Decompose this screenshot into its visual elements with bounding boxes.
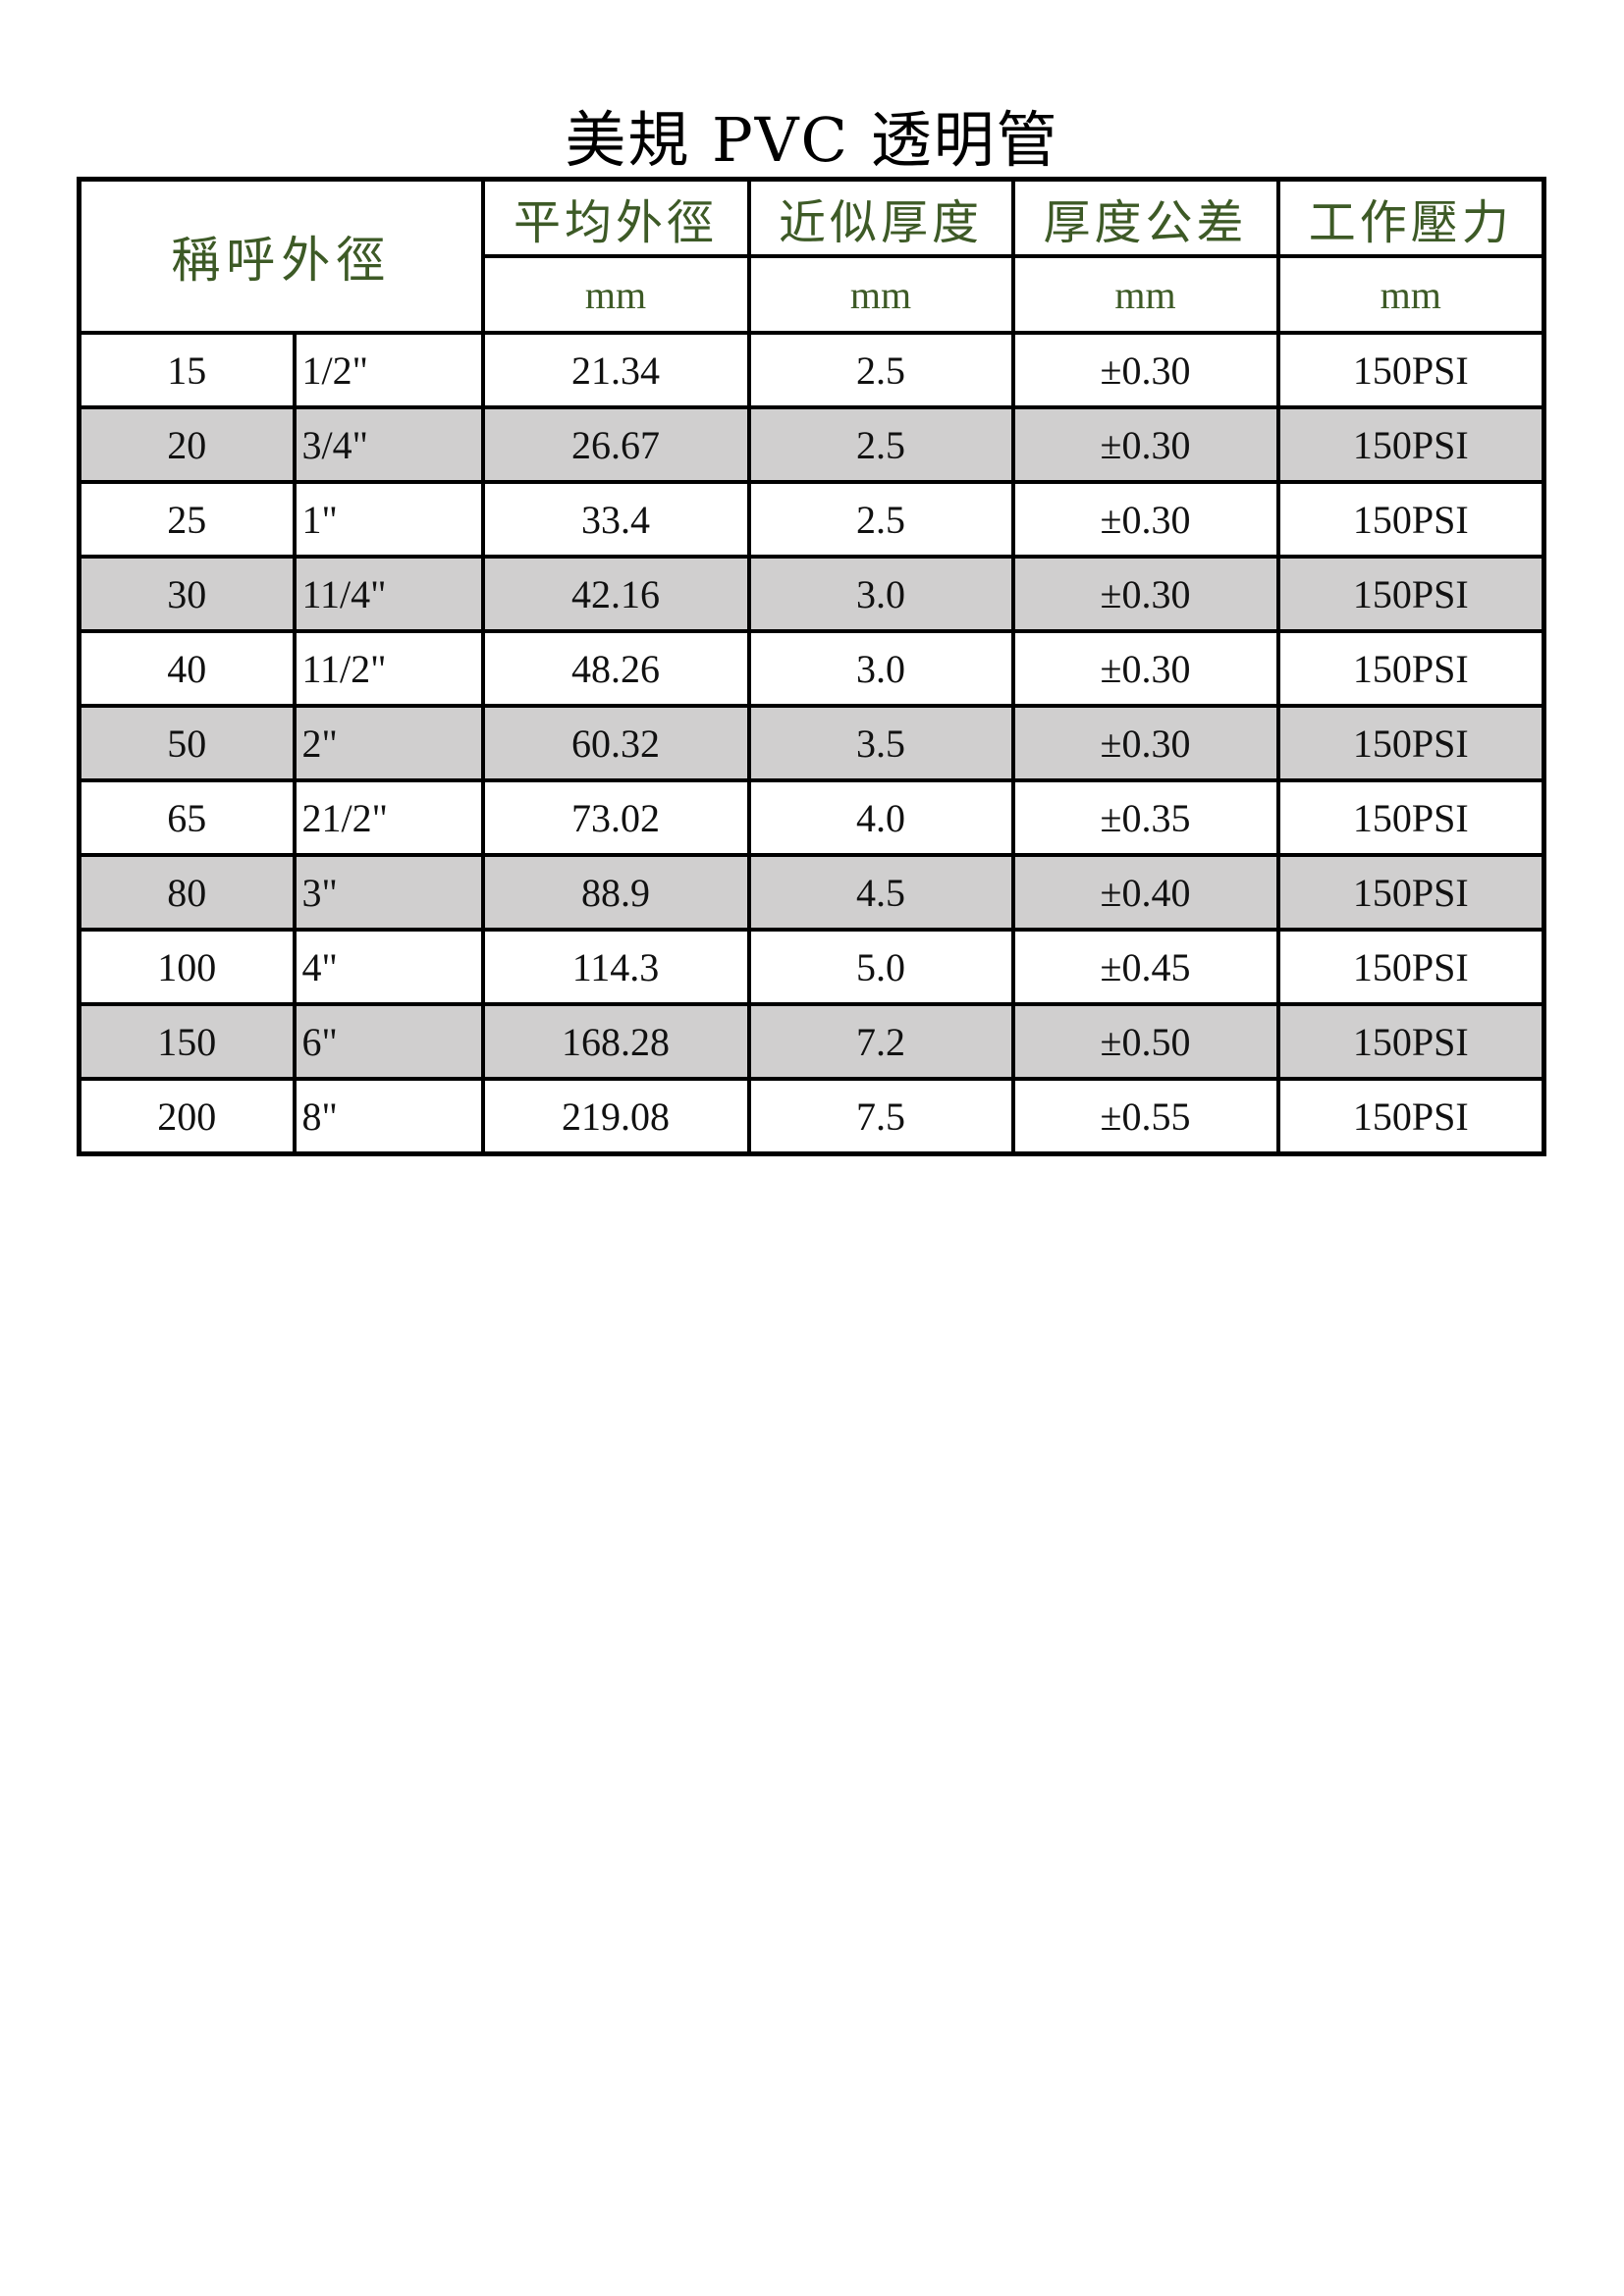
cell-nominal-inch: 21/2" xyxy=(292,778,485,857)
cell-pressure: 150PSI xyxy=(1275,778,1546,857)
cell-thickness: 3.0 xyxy=(746,629,1015,708)
table-row: 80 3" 88.9 4.5 ±0.40 150PSI xyxy=(77,853,1546,932)
cell-nominal-inch: 3/4" xyxy=(292,405,485,484)
cell-tolerance: ±0.30 xyxy=(1010,331,1280,409)
cell-nominal-inch: 1/2" xyxy=(292,331,485,409)
unit-cell: mm xyxy=(746,254,1015,335)
cell-nominal-inch: 3" xyxy=(292,853,485,932)
cell-nominal-mm: 100 xyxy=(77,928,297,1006)
cell-avg-od: 60.32 xyxy=(480,704,751,782)
cell-thickness: 7.2 xyxy=(746,1002,1015,1081)
cell-tolerance: ±0.30 xyxy=(1010,405,1280,484)
cell-avg-od: 73.02 xyxy=(480,778,751,857)
unit-cell: mm xyxy=(1275,254,1546,335)
cell-pressure: 150PSI xyxy=(1275,629,1546,708)
cell-tolerance: ±0.30 xyxy=(1010,480,1280,559)
table-row: 200 8" 219.08 7.5 ±0.55 150PSI xyxy=(77,1077,1546,1156)
cell-avg-od: 42.16 xyxy=(480,555,751,633)
table-row: 30 11/4" 42.16 3.0 ±0.30 150PSI xyxy=(77,555,1546,633)
cell-nominal-mm: 15 xyxy=(77,331,297,409)
table-row: 150 6" 168.28 7.2 ±0.50 150PSI xyxy=(77,1002,1546,1081)
header-row: 稱呼外徑 平均外徑 近似厚度 厚度公差 工作壓力 xyxy=(77,177,1546,335)
cell-nominal-inch: 11/2" xyxy=(292,629,485,708)
cell-pressure: 150PSI xyxy=(1275,928,1546,1006)
cell-nominal-inch: 2" xyxy=(292,704,485,782)
cell-tolerance: ±0.30 xyxy=(1010,704,1280,782)
cell-nominal-mm: 200 xyxy=(77,1077,297,1156)
cell-avg-od: 168.28 xyxy=(480,1002,751,1081)
table-row: 15 1/2" 21.34 2.5 ±0.30 150PSI xyxy=(77,331,1546,409)
cell-thickness: 7.5 xyxy=(746,1077,1015,1156)
cell-tolerance: ±0.35 xyxy=(1010,778,1280,857)
cell-thickness: 4.0 xyxy=(746,778,1015,857)
header-nominal: 稱呼外徑 xyxy=(77,177,485,335)
cell-thickness: 4.5 xyxy=(746,853,1015,932)
unit-row: mm mm mm mm xyxy=(80,254,1546,335)
cell-nominal-mm: 150 xyxy=(77,1002,297,1081)
header-tolerance: 厚度公差 xyxy=(1010,177,1280,258)
cell-thickness: 2.5 xyxy=(746,331,1015,409)
cell-tolerance: ±0.45 xyxy=(1010,928,1280,1006)
cell-pressure: 150PSI xyxy=(1275,853,1546,932)
cell-nominal-inch: 6" xyxy=(292,1002,485,1081)
unit-cell: mm xyxy=(1010,254,1280,335)
cell-nominal-mm: 40 xyxy=(77,629,297,708)
page-title: 美規 PVC 透明管 xyxy=(565,104,1059,176)
cell-tolerance: ±0.30 xyxy=(1010,555,1280,633)
cell-pressure: 150PSI xyxy=(1275,1077,1546,1156)
table-row: 25 1" 33.4 2.5 ±0.30 150PSI xyxy=(77,480,1546,559)
cell-nominal-inch: 8" xyxy=(292,1077,485,1156)
cell-nominal-inch: 1" xyxy=(292,480,485,559)
cell-pressure: 150PSI xyxy=(1275,480,1546,559)
cell-thickness: 3.5 xyxy=(746,704,1015,782)
header-avg-od: 平均外徑 xyxy=(480,177,751,258)
cell-pressure: 150PSI xyxy=(1275,555,1546,633)
cell-nominal-mm: 65 xyxy=(77,778,297,857)
table-row: 40 11/2" 48.26 3.0 ±0.30 150PSI xyxy=(77,629,1546,708)
cell-nominal-mm: 20 xyxy=(77,405,297,484)
table-row: 65 21/2" 73.02 4.0 ±0.35 150PSI xyxy=(77,778,1546,857)
cell-tolerance: ±0.30 xyxy=(1010,629,1280,708)
cell-nominal-inch: 11/4" xyxy=(292,555,485,633)
cell-avg-od: 21.34 xyxy=(480,331,751,409)
cell-tolerance: ±0.50 xyxy=(1010,1002,1280,1081)
cell-thickness: 3.0 xyxy=(746,555,1015,633)
cell-pressure: 150PSI xyxy=(1275,405,1546,484)
cell-thickness: 5.0 xyxy=(746,928,1015,1006)
table-row: 20 3/4" 26.67 2.5 ±0.30 150PSI xyxy=(77,405,1546,484)
cell-nominal-inch: 4" xyxy=(292,928,485,1006)
cell-avg-od: 88.9 xyxy=(480,853,751,932)
header-thickness: 近似厚度 xyxy=(746,177,1015,258)
table-row: 100 4" 114.3 5.0 ±0.45 150PSI xyxy=(77,928,1546,1006)
cell-tolerance: ±0.40 xyxy=(1010,853,1280,932)
cell-nominal-mm: 50 xyxy=(77,704,297,782)
cell-thickness: 2.5 xyxy=(746,480,1015,559)
cell-pressure: 150PSI xyxy=(1275,331,1546,409)
cell-avg-od: 26.67 xyxy=(480,405,751,484)
cell-pressure: 150PSI xyxy=(1275,704,1546,782)
cell-thickness: 2.5 xyxy=(746,405,1015,484)
cell-avg-od: 114.3 xyxy=(480,928,751,1006)
table-row: 50 2" 60.32 3.5 ±0.30 150PSI xyxy=(77,704,1546,782)
cell-nominal-mm: 25 xyxy=(77,480,297,559)
cell-pressure: 150PSI xyxy=(1275,1002,1546,1081)
unit-cell: mm xyxy=(480,254,751,335)
cell-avg-od: 219.08 xyxy=(480,1077,751,1156)
cell-avg-od: 33.4 xyxy=(480,480,751,559)
cell-tolerance: ±0.55 xyxy=(1010,1077,1280,1156)
header-pressure: 工作壓力 xyxy=(1275,177,1546,258)
cell-nominal-mm: 30 xyxy=(77,555,297,633)
pipe-spec-table: 稱呼外徑 平均外徑 近似厚度 厚度公差 工作壓力 mm mm mm mm 15 1… xyxy=(77,177,1546,1156)
cell-avg-od: 48.26 xyxy=(480,629,751,708)
cell-nominal-mm: 80 xyxy=(77,853,297,932)
